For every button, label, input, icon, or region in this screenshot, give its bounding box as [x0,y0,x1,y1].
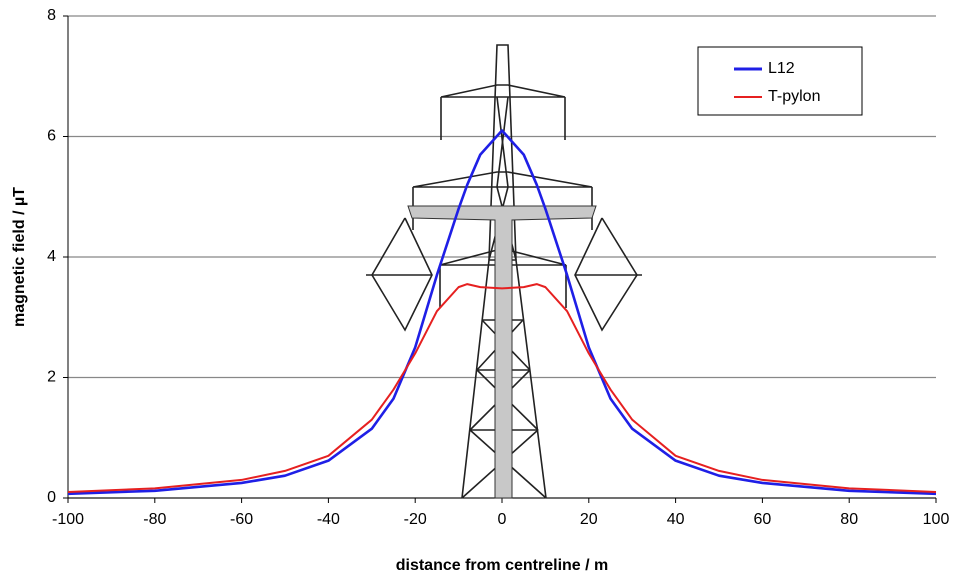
y-tick-label: 4 [47,248,56,265]
legend-label: L12 [768,60,795,77]
y-axis-label: magnetic field / µT [11,187,28,327]
x-tick-label: 80 [840,511,858,528]
x-tick-label: -20 [404,511,427,528]
y-tick-label: 6 [47,128,56,145]
x-tick-label: -80 [143,511,166,528]
x-tick-label: 20 [580,511,598,528]
t-pylon-illustration [408,206,596,498]
x-axis-label: distance from centreline / m [396,557,609,574]
y-tick-label: 2 [47,369,56,386]
y-tick-label: 0 [47,489,56,506]
chart: 0 2 4 6 8 -100 -80 -60 -40 -20 0 20 40 60 80 100 distan… [0,0,956,578]
x-tick-label: 60 [754,511,772,528]
x-tick-label: 0 [498,511,507,528]
y-tick-label: 8 [47,7,56,24]
x-tick-label: 100 [923,511,950,528]
legend-label: T-pylon [768,88,820,105]
x-tick-label: -100 [52,511,84,528]
x-tick-label: 40 [667,511,685,528]
x-tick-label: -40 [317,511,340,528]
x-tick-label: -60 [230,511,253,528]
